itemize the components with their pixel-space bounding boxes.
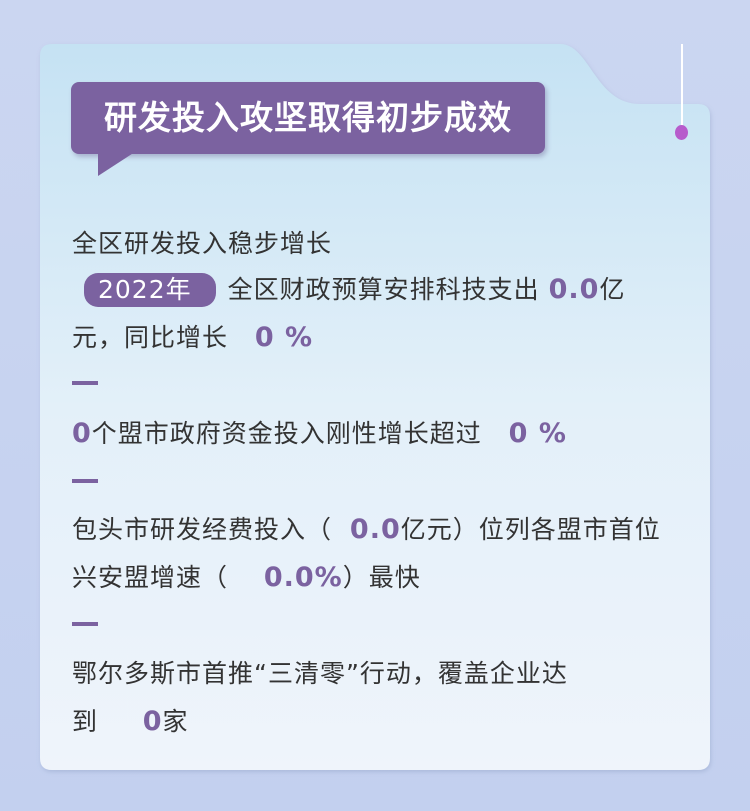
value: 0	[72, 418, 92, 449]
divider	[72, 479, 98, 483]
section-line: 2022年 全区财政预算安排科技支出 0.0亿	[84, 270, 625, 307]
text: 家	[162, 707, 189, 736]
text: 全区财政预算安排科技支出	[227, 275, 540, 304]
title-banner: 研发投入攻坚取得初步成效	[71, 82, 545, 154]
text: 亿元）位列各盟市首位	[400, 515, 661, 544]
text: 鄂尔多斯市首推“三清零”行动，覆盖企业达	[72, 659, 568, 688]
section-heading: 全区研发投入稳步增长	[72, 229, 333, 258]
section-line: 鄂尔多斯市首推“三清零”行动，覆盖企业达	[72, 654, 568, 690]
text: 到	[72, 707, 99, 736]
value: 0.0%	[263, 562, 343, 593]
divider	[72, 381, 98, 385]
pin-dot	[675, 125, 688, 140]
value: 0 %	[254, 322, 314, 353]
unit: 亿	[599, 275, 626, 304]
pin-line	[681, 44, 683, 126]
value: 0 %	[508, 418, 567, 449]
section-line: 0个盟市政府资金投入刚性增长超过 0 %	[72, 414, 567, 450]
speech-tail	[98, 150, 138, 176]
value: 0.0	[548, 274, 600, 305]
section-line: 兴安盟增速（ 0.0%）最快	[72, 558, 421, 594]
section-line: 到 0家	[72, 702, 189, 738]
section-line: 元，同比增长 0 %	[72, 318, 313, 354]
value: 0.0	[349, 514, 401, 545]
text: ）最快	[342, 563, 421, 592]
section-line: 包头市研发经费投入（ 0.0亿元）位列各盟市首位	[72, 510, 661, 546]
page-title: 研发投入攻坚取得初步成效	[104, 98, 512, 137]
divider	[72, 622, 98, 626]
text: 元，同比增长	[72, 323, 229, 352]
text: 个盟市政府资金投入刚性增长超过	[91, 419, 482, 448]
value: 0	[142, 706, 163, 737]
text: 包头市研发经费投入（	[72, 515, 333, 544]
year-badge: 2022年	[84, 273, 216, 307]
text: 兴安盟增速（	[72, 563, 229, 592]
